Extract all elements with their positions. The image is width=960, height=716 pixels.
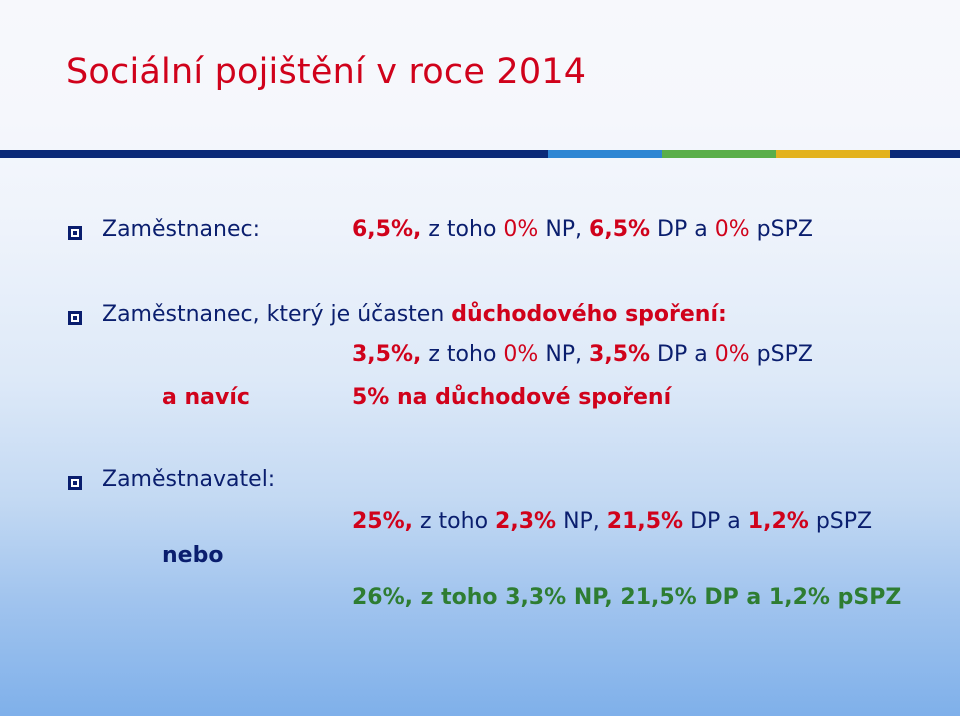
saver-total: 3,5%, xyxy=(352,342,422,367)
accent-bar-segment xyxy=(0,150,548,158)
employer-np: NP, xyxy=(563,509,600,534)
accent-bar-segment xyxy=(548,150,662,158)
saver-extra-text: 5% na důchodové spoření xyxy=(352,385,672,410)
employee-np: NP, xyxy=(545,217,583,242)
accent-bar xyxy=(0,150,960,158)
employer-pspz: pSPZ xyxy=(815,509,873,534)
saver-rate-line: 3,5%, z toho 0% NP, 3,5% DP a 0% pSPZ xyxy=(352,342,813,367)
employer-part1: z toho xyxy=(420,509,489,534)
employee-np-value: 0% xyxy=(503,217,539,242)
bullet-icon xyxy=(68,311,82,325)
accent-bar-segment xyxy=(890,150,960,158)
employer-or-label: nebo xyxy=(162,543,224,568)
employer-dp-value: 21,5% xyxy=(606,509,684,534)
employer-label: Zaměstnavatel: xyxy=(102,467,276,492)
saver-np-value: 0% xyxy=(503,342,539,367)
employee-dp-value: 6,5% xyxy=(589,217,651,242)
saver-part2: DP a xyxy=(657,342,708,367)
employer-np-value: 2,3% xyxy=(495,509,557,534)
employee-rate-line: 6,5%, z toho 0% NP, 6,5% DP a 0% pSPZ xyxy=(352,217,813,242)
saver-label: Zaměstnanec, který je účasten důchodovéh… xyxy=(102,302,727,327)
saver-pspz: pSPZ xyxy=(756,342,813,367)
employee-pspz: pSPZ xyxy=(756,217,813,242)
bullet-icon xyxy=(68,476,82,490)
employer-pspz-value: 1,2% xyxy=(747,509,809,534)
saver-label-highlight: důchodového spoření: xyxy=(451,302,727,327)
employee-total: 6,5%, xyxy=(352,217,422,242)
employee-label: Zaměstnanec: xyxy=(102,217,261,242)
employer-rate-line-1: 25%, z toho 2,3% NP, 21,5% DP a 1,2% pSP… xyxy=(352,509,872,534)
slide-title: Sociální pojištění v roce 2014 xyxy=(66,52,587,92)
accent-bar-segment xyxy=(776,150,890,158)
employee-part1: z toho xyxy=(428,217,497,242)
saver-pspz-value: 0% xyxy=(714,342,750,367)
employee-part2: DP a xyxy=(657,217,708,242)
saver-label-start: Zaměstnanec, který je účasten xyxy=(102,302,445,327)
saver-dp-value: 3,5% xyxy=(589,342,651,367)
accent-bar-segment xyxy=(662,150,776,158)
employer-rate-line-2: 26%, z toho 3,3% NP, 21,5% DP a 1,2% pSP… xyxy=(352,585,902,610)
saver-part1: z toho xyxy=(428,342,497,367)
bullet-icon xyxy=(68,226,82,240)
employer-total: 25%, xyxy=(352,509,414,534)
employer-part2: DP a xyxy=(690,509,741,534)
employee-pspz-value: 0% xyxy=(714,217,750,242)
saver-extra-label: a navíc xyxy=(162,385,250,410)
saver-np: NP, xyxy=(545,342,583,367)
